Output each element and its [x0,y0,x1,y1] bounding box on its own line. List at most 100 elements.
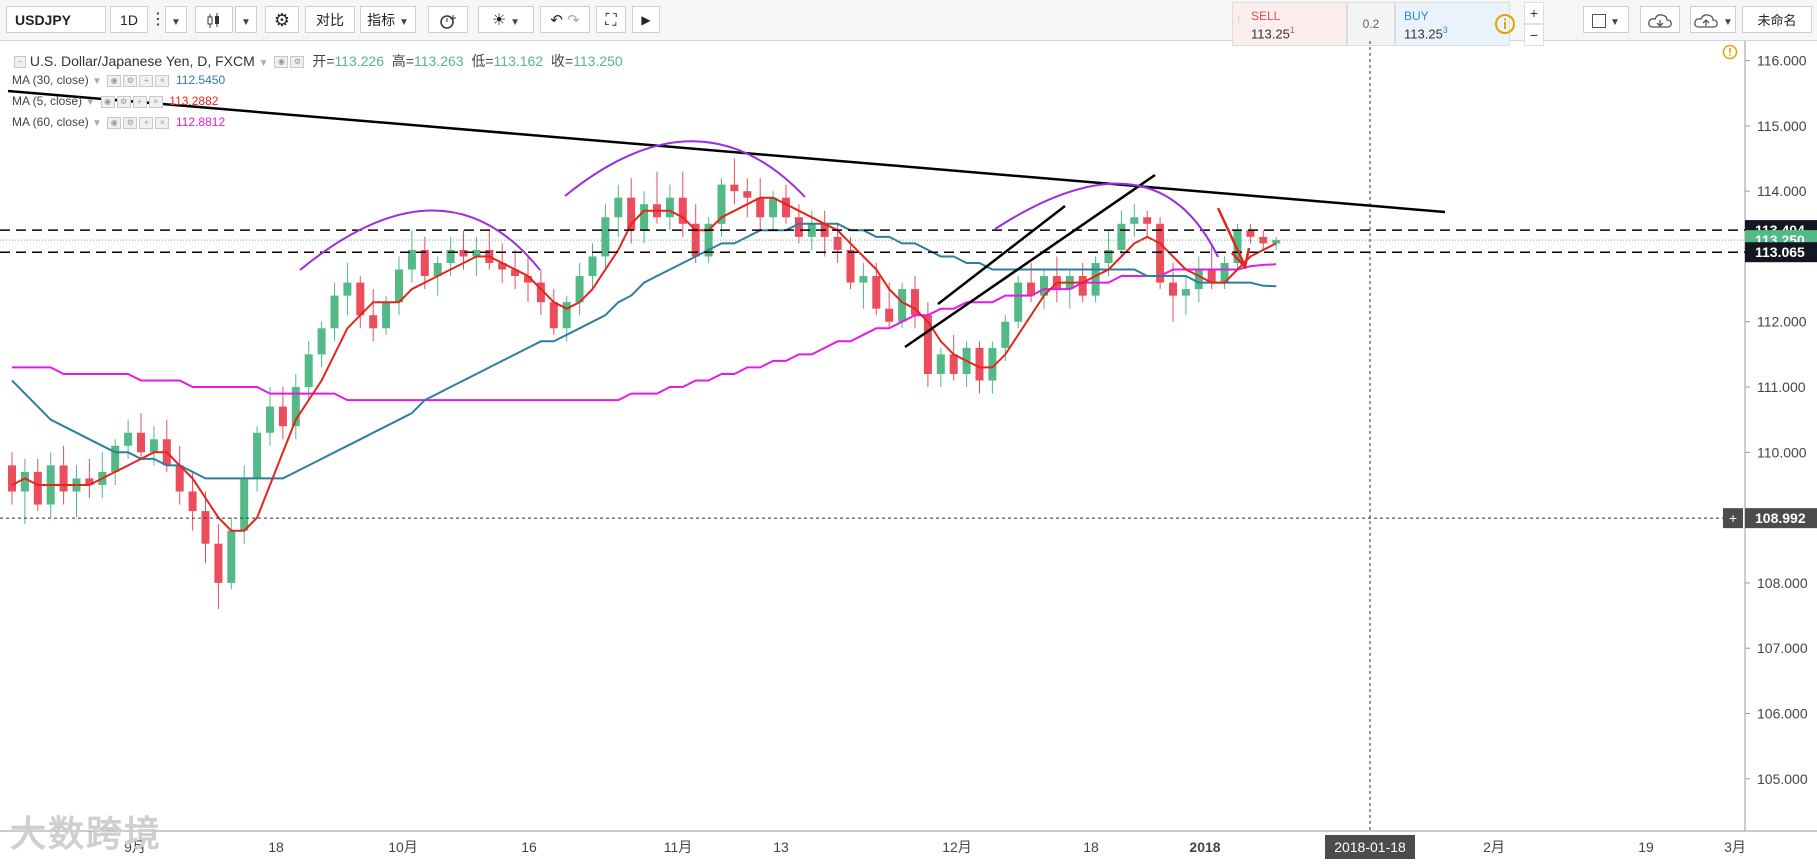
cloud-download-icon [1648,14,1672,28]
ideas-button[interactable]: ☀ ▼ [478,6,534,33]
price-chart[interactable]: 116.000115.000114.000113.000112.000111.0… [0,41,1817,862]
info-button[interactable] [1490,2,1520,46]
collapse-legend-icon[interactable]: − [14,56,26,69]
chevron-down-icon[interactable]: ▼ [258,58,269,69]
candle-body [1040,276,1048,296]
candle-body [1169,282,1177,296]
y-tick-label: 105.000 [1757,771,1808,787]
interval-button[interactable]: 1D [110,6,148,33]
candle-body [111,445,120,472]
candle-body [1233,230,1242,263]
chart-type-button[interactable] [195,6,233,33]
interval-dropdown[interactable]: ▼ [165,6,187,33]
candle-body [859,276,868,283]
symbol-search-input[interactable]: USDJPY [6,6,106,33]
chevron-down-icon: ▼ [171,17,181,28]
replay-button[interactable]: ▶ [632,6,660,33]
eye-icon[interactable]: ◉ [100,95,115,108]
candle-body [356,282,365,316]
candle-body [846,249,855,283]
data-warning-icon[interactable] [1722,44,1738,65]
top-toolbar: USDJPY 1D ⋮ ▼ ▼ ⚙ 对比 指标 ▼ ☀ ▼ ↶ ↷ ⛶ ▶ SE… [0,0,1817,46]
undo-icon[interactable]: ↶ [550,12,563,29]
arc-pattern-1 [299,209,541,271]
candle-body [33,471,42,505]
compare-button[interactable]: 对比 [305,6,355,33]
candle-body [949,354,958,374]
y-tick-label: 107.000 [1757,640,1808,656]
candle-body [382,302,391,329]
save-layout-button[interactable]: ▼ [1690,6,1736,33]
ma30-value: 112.5450 [175,73,226,87]
chevron-down-icon[interactable]: ▼ [92,118,102,129]
down-arrow-head [1231,247,1251,270]
candle-body [343,282,352,296]
y-tick-label: 111.000 [1757,379,1806,395]
candle-body [975,347,984,381]
candle-body [1143,217,1152,224]
plus-icon[interactable]: + [139,74,154,87]
candle-body [536,282,545,303]
settings-icon[interactable]: ⚙ [290,56,305,69]
close-icon[interactable]: × [155,116,170,129]
x-tick-label: 12月 [942,839,972,855]
x-tick-label: 19 [1638,839,1654,855]
candle-body [769,197,778,218]
lightbulb-icon: ☀ [491,12,507,29]
price-axis [1745,41,1817,862]
x-tick-label: 3月 [1724,839,1746,855]
sell-button[interactable]: SELL 113.251 ⁝ [1232,2,1347,46]
candle-body [420,249,429,277]
square-icon [1592,14,1607,29]
down-arrow-shaft [1216,207,1247,267]
chevron-down-icon: ▼ [510,17,521,28]
more-menu-icon[interactable]: ⋮ [150,11,166,28]
y-tick-label: 114.000 [1757,183,1807,199]
plus-icon[interactable]: + [139,116,154,129]
settings-icon[interactable]: ⚙ [123,74,138,87]
chart-area[interactable]: 116.000115.000114.000113.000112.000111.0… [0,41,1817,862]
fullscreen-button[interactable]: ⛶ [596,6,626,33]
alert-button[interactable] [428,6,468,33]
settings-button[interactable]: ⚙ [265,6,299,33]
chevron-down-icon[interactable]: ▼ [85,97,96,108]
candle-body [833,236,842,250]
candle-body [691,223,700,257]
candle-body [498,262,507,270]
buy-button[interactable]: BUY 113.253 [1395,2,1510,46]
y-tick-label: 106.000 [1757,705,1808,721]
candle-body [124,432,133,446]
layout-name-button[interactable]: 未命名 [1742,6,1812,33]
indicators-button[interactable]: 指标 ▼ [360,6,416,33]
increase-button[interactable]: + [1524,2,1544,24]
candle-body [214,543,223,583]
chevron-down-icon[interactable]: ▼ [92,76,102,87]
candle-body [1104,249,1113,263]
buy-label: BUY [1404,9,1429,23]
decrease-button[interactable]: − [1524,24,1544,46]
load-layout-button[interactable] [1640,6,1680,33]
eye-icon[interactable]: ◉ [107,74,122,87]
price-label-text: 113.065 [1755,244,1805,260]
candle-body [304,354,313,388]
drawing-template-button[interactable]: ▼ [1583,6,1629,33]
plus-icon[interactable]: + [132,95,147,108]
x-tick-label: 13 [773,839,789,855]
eye-icon[interactable]: ◉ [274,56,289,69]
candle-body [575,276,584,303]
close-icon[interactable]: × [148,95,163,108]
close-icon[interactable]: × [155,74,170,87]
candle-body [59,465,68,492]
chart-type-dropdown[interactable]: ▼ [235,6,257,33]
price-label-text: 108.992 [1755,510,1806,526]
settings-icon[interactable]: ⚙ [116,95,131,108]
candle-body [614,197,623,218]
candle-body [665,197,674,218]
eye-icon[interactable]: ◉ [107,116,122,129]
settings-icon[interactable]: ⚙ [123,116,138,129]
close-label: 收= [550,53,574,69]
candle-body [227,530,236,583]
drag-handle-icon[interactable]: ⁝ [1237,15,1241,26]
redo-icon[interactable]: ↷ [567,12,580,29]
candle-body [730,184,739,192]
